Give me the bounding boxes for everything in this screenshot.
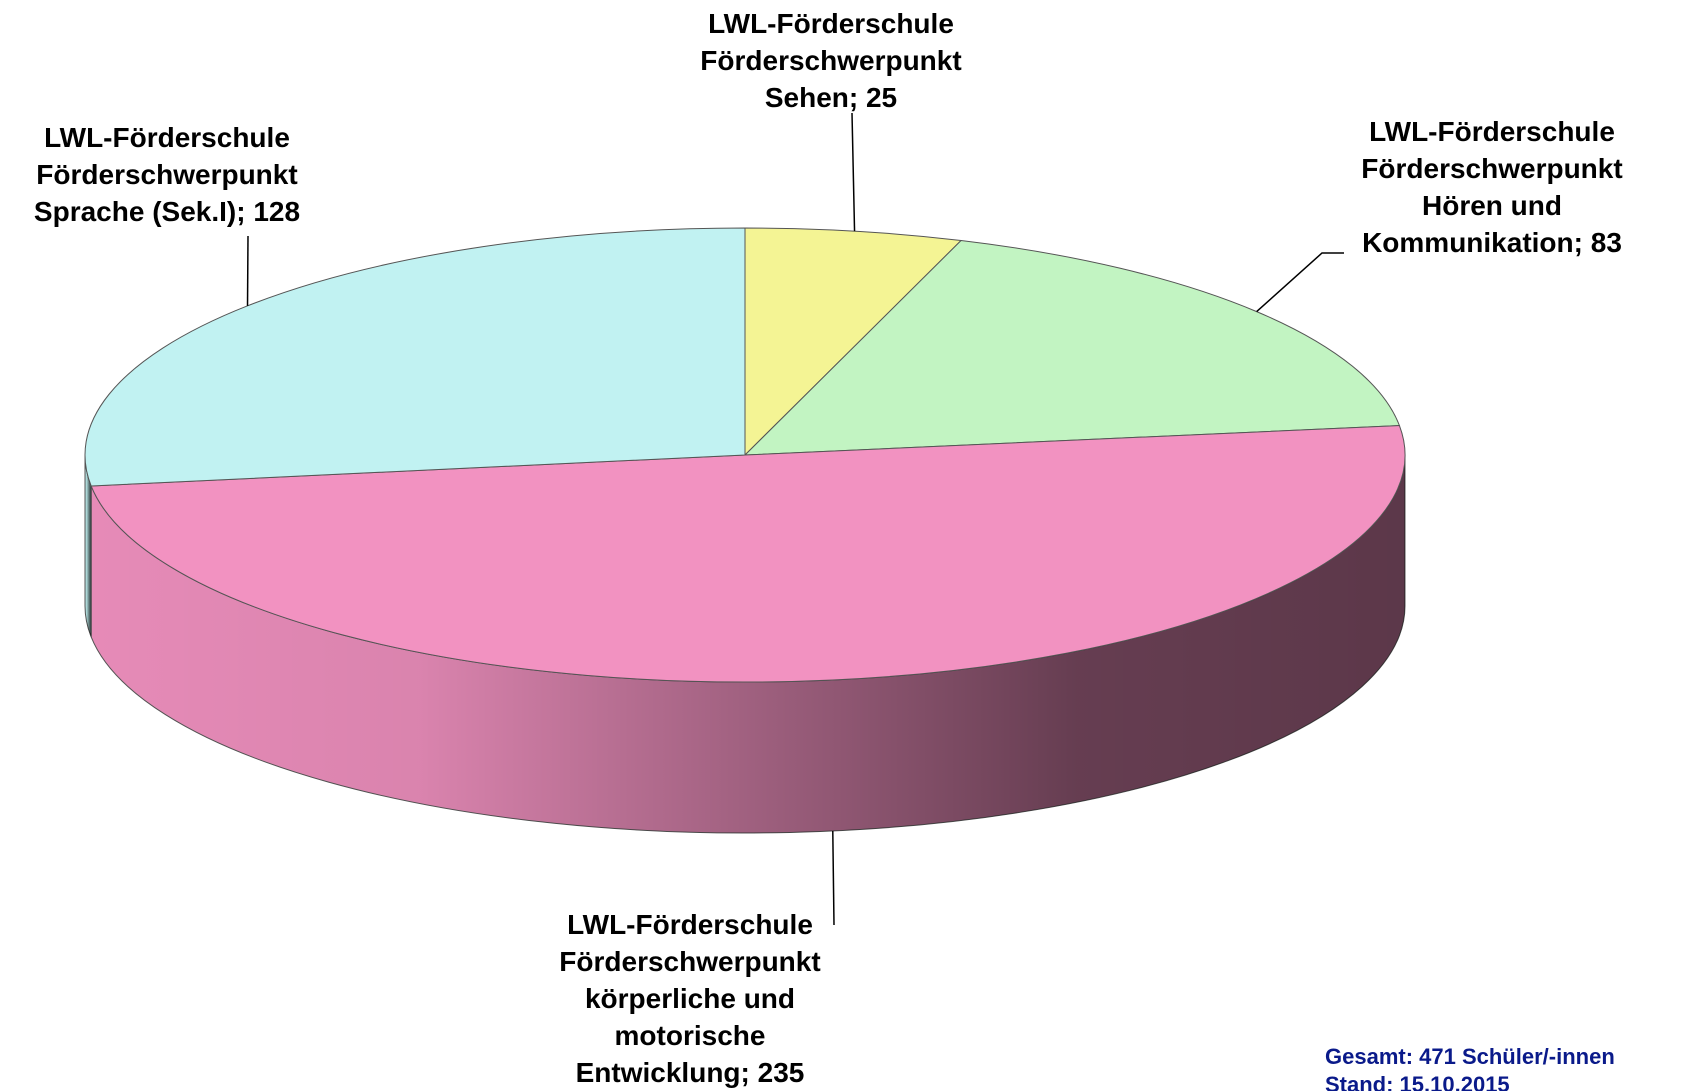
leader-line — [851, 112, 856, 232]
label-part: ; — [848, 82, 866, 113]
label-part: LWL-Förderschule Förderschwerpunkt Sehen — [700, 8, 962, 113]
label-part: 83 — [1590, 227, 1622, 258]
slice — [84, 227, 746, 487]
slice — [743, 239, 1401, 456]
leader-line — [832, 830, 835, 926]
data-label: LWL-Förderschule Förderschwerpunkt körpe… — [530, 906, 850, 1091]
label-part: LWL-Förderschule Förderschwerpunkt Sprac… — [33, 122, 298, 227]
slice — [90, 425, 1406, 683]
leader-line — [1256, 252, 1344, 313]
label-part: ; — [740, 1057, 758, 1088]
label-part: ; — [1573, 227, 1591, 258]
label-part: LWL-Förderschule Förderschwerpunkt körpe… — [559, 909, 821, 1088]
slice — [744, 227, 963, 457]
label-part: 128 — [253, 196, 301, 227]
side-shade — [91, 455, 1406, 833]
side-shade — [85, 455, 92, 637]
label-part: 25 — [865, 82, 898, 113]
data-label: LWL-Förderschule Förderschwerpunkt Hören… — [1332, 113, 1652, 261]
note: Gesamt: 471 Schüler/-innen — [1325, 1044, 1615, 1069]
label-part: 235 — [757, 1057, 805, 1088]
note: Stand: 15.10.2015 — [1325, 1072, 1510, 1091]
label-part: ; — [236, 196, 254, 227]
label-part: LWL-Förderschule Förderschwerpunkt Hören… — [1361, 116, 1623, 258]
data-label: LWL-Förderschule Förderschwerpunkt Sprac… — [2, 119, 332, 230]
data-label: LWL-Förderschule Förderschwerpunkt Sehen… — [666, 5, 996, 116]
